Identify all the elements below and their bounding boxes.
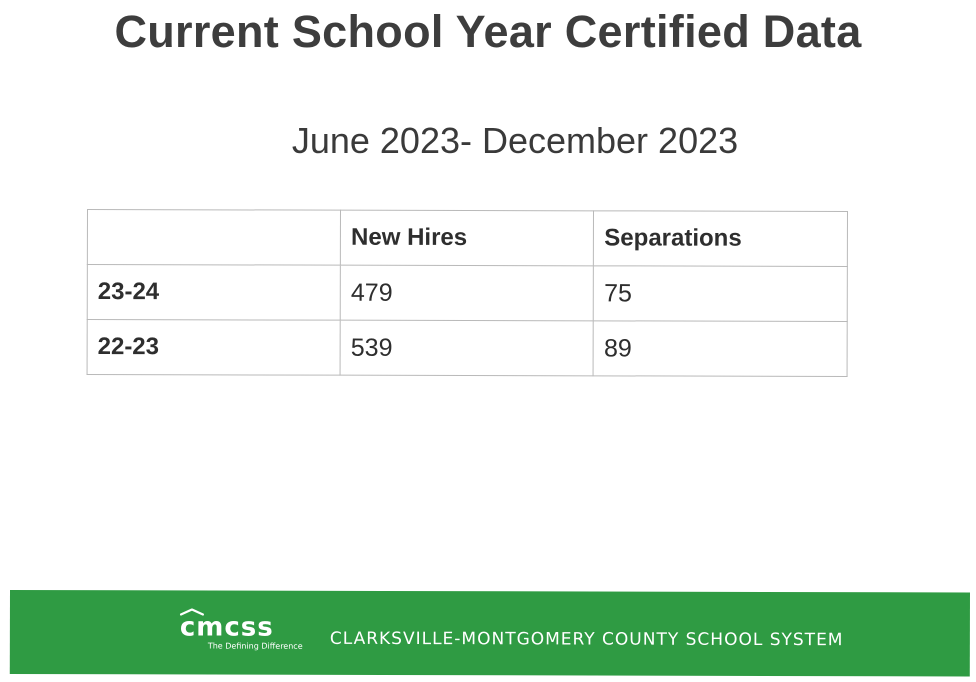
table-cell: 89 [593,320,848,377]
table-row: 22-23 539 89 [87,319,848,377]
table-cell: 539 [340,320,594,376]
logo-wordmark: cmcss [179,612,274,643]
table-row-label: 23-24 [87,264,341,321]
logo-tagline: The Defining Difference [207,641,303,651]
table-header-cell [87,209,341,266]
date-range-subtitle: June 2023- December 2023 [291,120,739,161]
table-header-cell: Separations [593,210,848,267]
organization-name: CLARKSVILLE-MONTGOMERY COUNTY SCHOOL SYS… [329,628,844,651]
cmcss-logo: cmcss The Defining Difference [179,608,303,652]
footer-banner: cmcss The Defining Difference CLARKSVILL… [9,590,970,677]
table-cell: 75 [593,265,848,322]
table-header-row: New Hires Separations [87,209,848,267]
table-cell: 479 [340,265,594,321]
graduation-cap-icon [179,608,204,616]
table-row: 23-24 479 75 [87,264,848,322]
table-header-cell: New Hires [340,210,594,266]
page-title: Current School Year Certified Data [114,6,862,57]
certified-data-table: New Hires Separations 23-24 479 75 22-23… [87,209,848,377]
table-row-label: 22-23 [87,319,341,376]
